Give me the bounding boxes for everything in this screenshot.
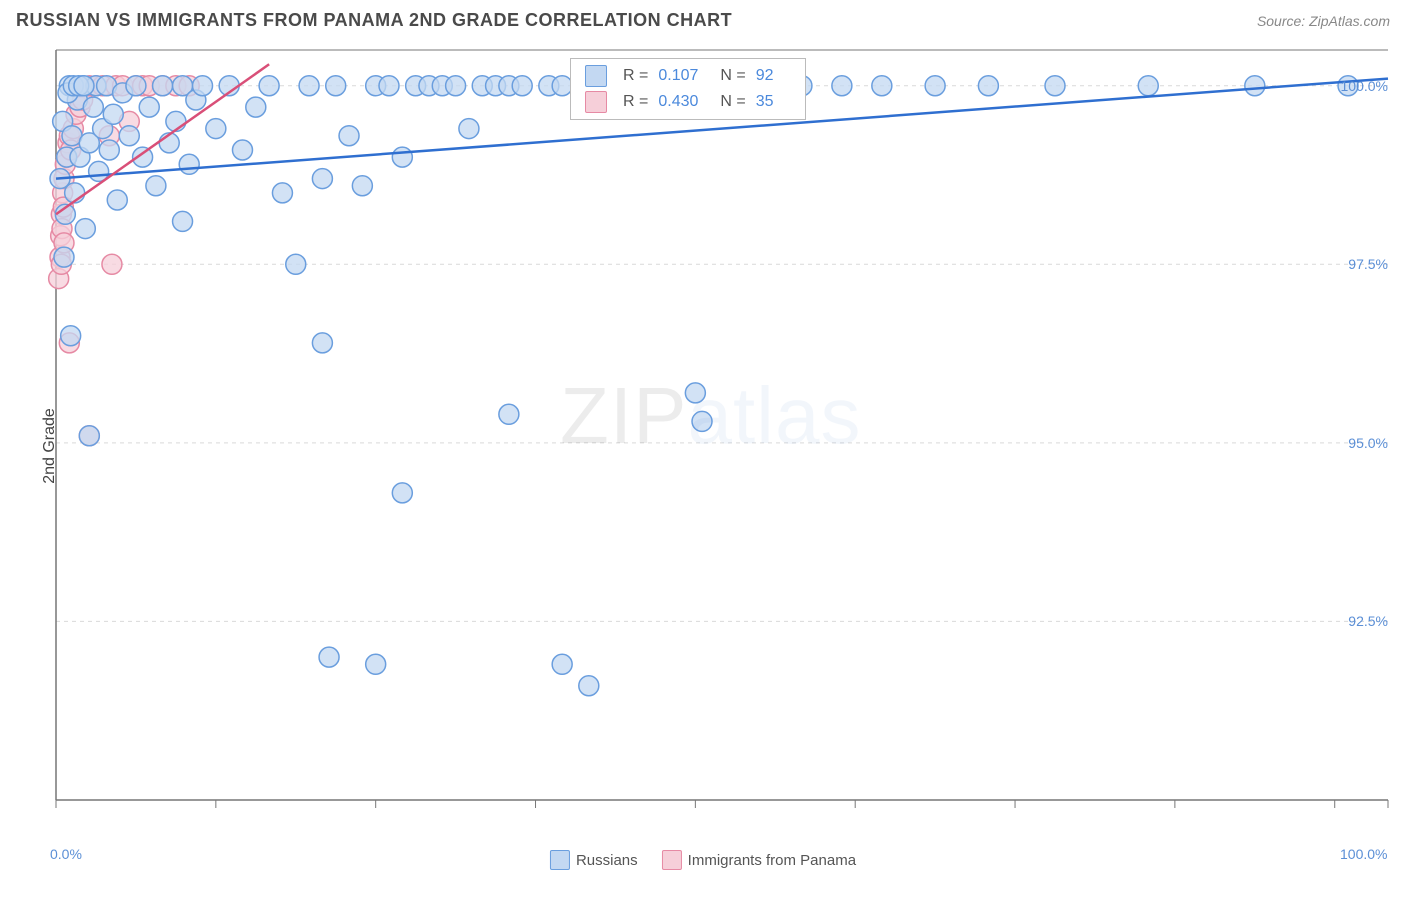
scatter-point bbox=[352, 176, 372, 196]
legend-item: Russians bbox=[550, 850, 638, 870]
scatter-point bbox=[299, 76, 319, 96]
scatter-point bbox=[685, 383, 705, 403]
x-tick-label-min: 0.0% bbox=[50, 846, 82, 862]
scatter-point bbox=[107, 190, 127, 210]
scatter-point bbox=[79, 426, 99, 446]
scatter-point bbox=[54, 247, 74, 267]
scatter-point bbox=[872, 76, 892, 96]
scatter-point bbox=[579, 676, 599, 696]
scatter-point bbox=[326, 76, 346, 96]
scatter-point bbox=[312, 169, 332, 189]
scatter-point bbox=[379, 76, 399, 96]
scatter-point bbox=[272, 183, 292, 203]
correlation-row: R = 0.107N = 92 bbox=[571, 63, 805, 89]
y-axis-label: 2nd Grade bbox=[41, 408, 59, 484]
scatter-point bbox=[206, 119, 226, 139]
y-tick-label: 92.5% bbox=[1348, 613, 1388, 629]
y-tick-label: 97.5% bbox=[1348, 256, 1388, 272]
scatter-point bbox=[173, 211, 193, 231]
legend-item: Immigrants from Panama bbox=[662, 850, 856, 870]
scatter-point bbox=[61, 326, 81, 346]
scatter-point bbox=[103, 104, 123, 124]
scatter-point bbox=[832, 76, 852, 96]
scatter-point bbox=[179, 154, 199, 174]
series-legend: Russians Immigrants from Panama bbox=[550, 850, 856, 870]
scatter-point bbox=[925, 76, 945, 96]
scatter-point bbox=[1138, 76, 1158, 96]
y-tick-label: 100.0% bbox=[1341, 78, 1388, 94]
scatter-point bbox=[99, 140, 119, 160]
scatter-point bbox=[1245, 76, 1265, 96]
scatter-point bbox=[193, 76, 213, 96]
legend-swatch bbox=[550, 850, 570, 870]
scatter-point bbox=[102, 254, 122, 274]
scatter-point bbox=[978, 76, 998, 96]
scatter-point bbox=[1045, 76, 1065, 96]
scatter-point bbox=[259, 76, 279, 96]
scatter-point bbox=[312, 333, 332, 353]
scatter-chart bbox=[0, 0, 1406, 892]
scatter-point bbox=[126, 76, 146, 96]
legend-swatch bbox=[585, 65, 607, 87]
scatter-point bbox=[74, 76, 94, 96]
scatter-point bbox=[459, 119, 479, 139]
scatter-point bbox=[119, 126, 139, 146]
scatter-point bbox=[139, 97, 159, 117]
scatter-point bbox=[339, 126, 359, 146]
legend-swatch bbox=[585, 91, 607, 113]
scatter-point bbox=[75, 219, 95, 239]
y-tick-label: 95.0% bbox=[1348, 435, 1388, 451]
correlation-row: R = 0.430N = 35 bbox=[571, 89, 805, 115]
scatter-point bbox=[512, 76, 532, 96]
scatter-point bbox=[319, 647, 339, 667]
scatter-point bbox=[392, 147, 412, 167]
scatter-point bbox=[692, 411, 712, 431]
scatter-point bbox=[286, 254, 306, 274]
scatter-point bbox=[499, 404, 519, 424]
scatter-point bbox=[366, 654, 386, 674]
scatter-point bbox=[83, 97, 103, 117]
scatter-point bbox=[153, 76, 173, 96]
scatter-point bbox=[232, 140, 252, 160]
scatter-point bbox=[446, 76, 466, 96]
scatter-point bbox=[392, 483, 412, 503]
chart-container: 2nd Grade ZIPatlas R = 0.107N = 92R = 0.… bbox=[0, 0, 1406, 892]
scatter-point bbox=[552, 654, 572, 674]
legend-swatch bbox=[662, 850, 682, 870]
scatter-point bbox=[246, 97, 266, 117]
x-tick-label-max: 100.0% bbox=[1340, 846, 1387, 862]
correlation-legend: R = 0.107N = 92R = 0.430N = 35 bbox=[570, 58, 806, 120]
scatter-point bbox=[146, 176, 166, 196]
